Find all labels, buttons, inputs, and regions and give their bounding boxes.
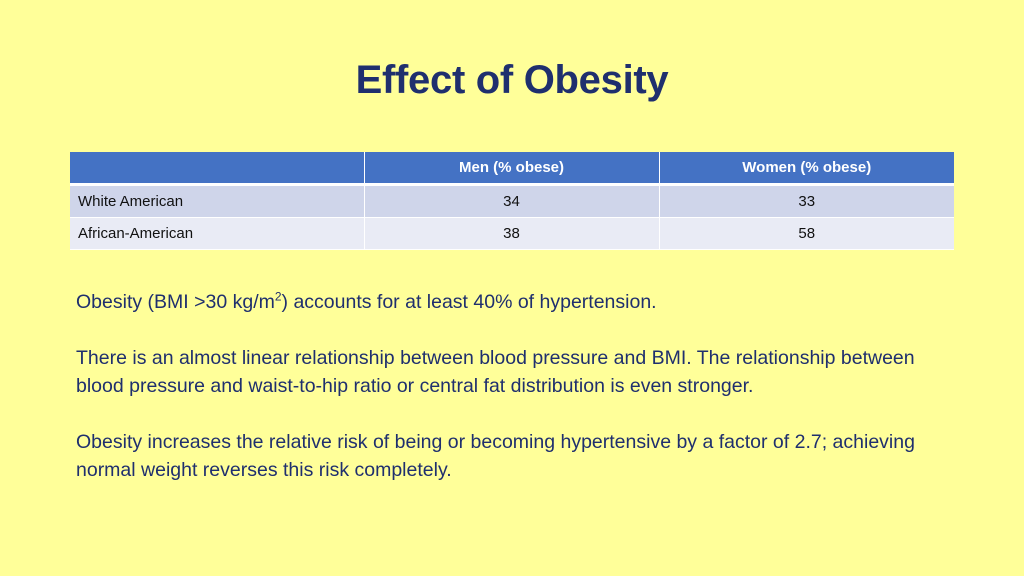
header-women: Women (% obese): [659, 152, 954, 186]
cell-men: 38: [364, 217, 660, 250]
header-men: Men (% obese): [364, 152, 660, 186]
header-empty: [70, 152, 365, 186]
paragraph-relationship: There is an almost linear relationship b…: [76, 347, 915, 397]
obesity-table: Men (% obese) Women (% obese) White Amer…: [70, 152, 954, 250]
row-label: African-American: [70, 217, 365, 250]
table-row: African-American 38 58: [70, 217, 954, 250]
paragraph-risk: Obesity increases the relative risk of b…: [76, 431, 915, 481]
cell-men: 34: [364, 184, 660, 218]
p1-superscript: 2: [274, 289, 282, 304]
table-header-row: Men (% obese) Women (% obese): [70, 152, 954, 186]
cell-women: 58: [659, 217, 954, 250]
body-text: Obesity (BMI >30 kg/m2) accounts for at …: [76, 288, 956, 512]
cell-women: 33: [659, 184, 954, 218]
paragraph-bmi: Obesity (BMI >30 kg/m2) accounts for at …: [76, 288, 956, 316]
p1-after: ) accounts for at least 40% of hypertens…: [281, 291, 657, 313]
row-label: White American: [70, 184, 365, 218]
p1-before: Obesity (BMI >30 kg/m: [76, 291, 275, 313]
table-row: White American 34 33: [70, 184, 954, 218]
slide-title: Effect of Obesity: [355, 58, 669, 102]
